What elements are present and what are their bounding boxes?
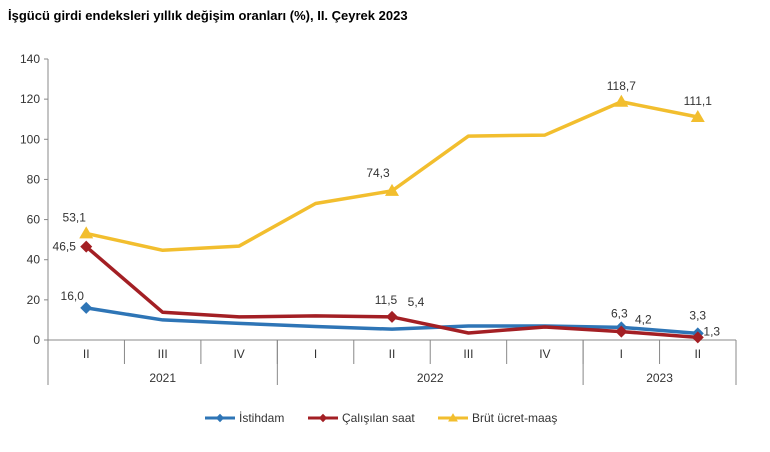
diamond-marker xyxy=(80,301,93,314)
diamond-marker xyxy=(386,310,398,323)
data-label: 6,3 xyxy=(611,306,628,320)
data-label: 111,1 xyxy=(684,94,713,108)
year-label: 2023 xyxy=(646,371,673,385)
year-label: 2021 xyxy=(149,371,176,385)
x-tick-label: II xyxy=(389,347,396,361)
y-tick-label: 80 xyxy=(27,172,41,186)
x-tick-label: II xyxy=(83,347,90,361)
legend-label: Brüt ücret-maaş xyxy=(472,411,557,425)
y-tick-label: 0 xyxy=(33,333,40,347)
legend-label: İstihdam xyxy=(239,411,284,425)
series-line xyxy=(85,100,699,253)
triangle-marker xyxy=(690,110,705,123)
data-label: 74,3 xyxy=(366,166,390,180)
series-line xyxy=(85,306,698,336)
triangle-marker xyxy=(79,226,94,239)
y-tick-label: 120 xyxy=(20,92,40,106)
data-label: 118,7 xyxy=(607,79,636,93)
data-label: 1,3 xyxy=(703,324,720,338)
data-label: 11,5 xyxy=(375,293,398,307)
year-label: 2022 xyxy=(417,371,444,385)
data-label: 53,1 xyxy=(63,210,87,224)
y-tick-label: 60 xyxy=(27,213,41,227)
diamond-marker xyxy=(691,331,704,344)
x-tick-label: III xyxy=(158,347,168,361)
x-tick-label: I xyxy=(620,347,623,361)
data-label: 5,4 xyxy=(408,295,425,309)
y-tick-label: 100 xyxy=(20,132,40,146)
triangle-marker xyxy=(385,183,399,196)
legend-label: Çalışılan saat xyxy=(342,411,415,425)
diamond-marker xyxy=(615,325,628,338)
diamond-marker xyxy=(80,240,93,253)
data-label: 3,3 xyxy=(689,308,706,322)
diamond-marker xyxy=(215,413,225,423)
data-label: 4,2 xyxy=(635,313,652,327)
data-label: 16,0 xyxy=(61,289,85,303)
x-tick-label: III xyxy=(463,347,473,361)
data-label: 46,5 xyxy=(53,240,77,254)
triangle-marker xyxy=(448,413,458,422)
x-tick-label: IV xyxy=(539,347,550,361)
x-tick-label: IV xyxy=(233,347,244,361)
y-tick-label: 20 xyxy=(27,293,41,307)
y-tick-label: 140 xyxy=(20,52,40,66)
x-tick-label: I xyxy=(314,347,317,361)
y-tick-label: 40 xyxy=(27,253,41,267)
x-tick-label: II xyxy=(694,347,701,361)
triangle-marker xyxy=(614,94,629,107)
chart-title: İşgücü girdi endeksleri yıllık değişim o… xyxy=(8,8,408,23)
diamond-marker xyxy=(318,413,328,423)
